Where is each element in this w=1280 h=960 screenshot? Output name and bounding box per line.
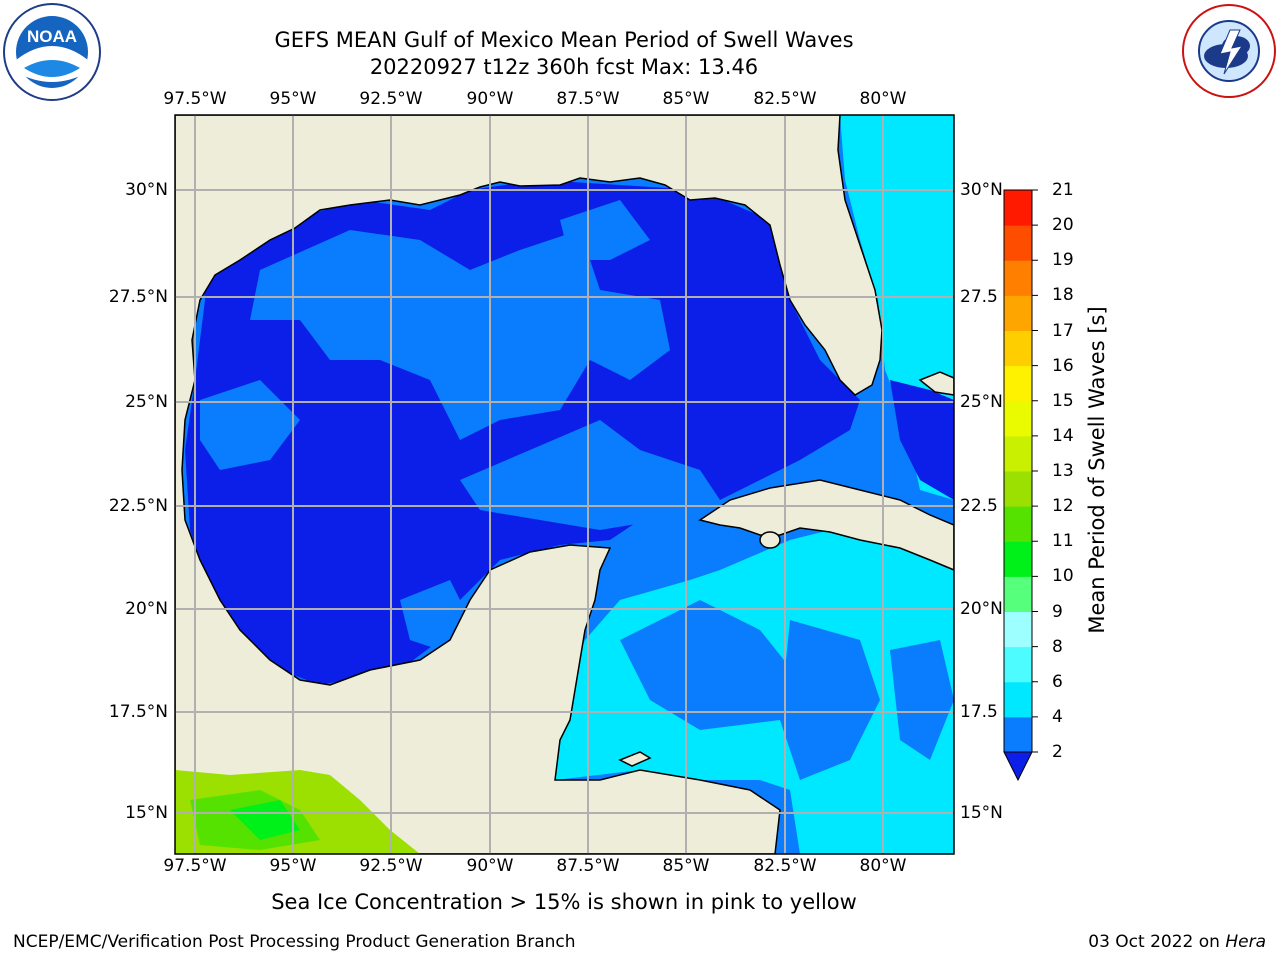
lat-tick-label-left: 17.5°N xyxy=(108,702,168,722)
svg-text:NOAA: NOAA xyxy=(27,27,77,46)
lon-tick-label-bot: 85°W xyxy=(662,856,710,876)
credit-date-text: 03 Oct 2022 on xyxy=(1088,932,1226,952)
lat-tick-label-right: 20°N xyxy=(960,599,1003,619)
lat-tick-label-left: 20°N xyxy=(125,599,168,619)
chart-title: GEFS MEAN Gulf of Mexico Mean Period of … xyxy=(274,28,854,52)
colorbar-tick-label: 4 xyxy=(1052,706,1063,727)
colorbar-tick-label: 6 xyxy=(1052,671,1063,692)
lat-tick-label-right: 15°N xyxy=(960,803,1003,823)
credit-branch: NCEP/EMC/Verification Post Processing Pr… xyxy=(13,932,576,952)
lon-tick-label-bot: 87.5°W xyxy=(556,856,620,876)
colorbar-tick-label: 17 xyxy=(1052,320,1074,341)
map-grid xyxy=(175,115,954,854)
lat-tick-label-left: 30°N xyxy=(125,180,168,200)
colorbar-tick-label: 8 xyxy=(1052,636,1063,657)
lat-tick-label-left: 15°N xyxy=(125,803,168,823)
lon-tick-label-bot: 80°W xyxy=(859,856,907,876)
lon-tick-label-top: 97.5°W xyxy=(163,89,227,109)
lon-tick-label-top: 87.5°W xyxy=(556,89,620,109)
colorbar-segment xyxy=(1004,576,1032,612)
colorbar-segment xyxy=(1004,400,1032,437)
credit-machine: Hera xyxy=(1225,932,1266,952)
colorbar-tick-label: 2 xyxy=(1052,742,1063,762)
colorbar-tick-label: 14 xyxy=(1052,425,1074,446)
map-frame xyxy=(174,114,955,855)
lat-tick-label-right: 30°N xyxy=(960,180,1003,200)
colorbar-tick-label: 13 xyxy=(1052,461,1074,481)
colorbar-min-extend xyxy=(1003,751,1033,782)
colorbar-tick-label: 11 xyxy=(1052,531,1074,552)
colorbar-segment xyxy=(1004,260,1032,296)
lon-tick-label-bot: 90°W xyxy=(466,856,514,876)
colorbar-segment xyxy=(1004,681,1032,718)
lon-tick-label-top: 95°W xyxy=(269,89,317,109)
lon-tick-label-top: 80°W xyxy=(859,89,907,109)
credit-date: 03 Oct 2022 on Hera xyxy=(1088,932,1266,952)
lon-tick-label-bot: 97.5°W xyxy=(163,856,227,876)
sea-ice-note: Sea Ice Concentration > 15% is shown in … xyxy=(271,890,857,914)
colorbar-segment xyxy=(1004,190,1032,226)
colorbar-tick-label: 15 xyxy=(1052,390,1074,411)
colorbar-segment xyxy=(1004,646,1032,683)
lat-tick-label-left: 22.5°N xyxy=(108,496,168,516)
lat-tick-label-right: 25°N xyxy=(960,392,1003,412)
lon-tick-label-top: 85°W xyxy=(662,89,710,109)
lon-tick-label-bot: 92.5°W xyxy=(359,856,423,876)
colorbar-tick-label: 21 xyxy=(1052,180,1074,200)
colorbar-tick-label: 9 xyxy=(1052,601,1063,622)
colorbar-segment xyxy=(1004,365,1032,402)
colorbar xyxy=(1003,189,1038,782)
noaa-logo-icon: NOAA xyxy=(3,3,101,101)
lon-tick-label-top: 82.5°W xyxy=(753,89,817,109)
lat-tick-label-right: 17.5 xyxy=(960,702,998,722)
cuba-land xyxy=(698,479,954,571)
gulf-interior-patches xyxy=(200,200,720,650)
nws-logo-icon xyxy=(1182,4,1276,98)
colorbar-tick-label: 12 xyxy=(1052,496,1074,517)
colorbar-tick-label: 19 xyxy=(1052,250,1074,271)
colorbar-segment xyxy=(1004,435,1032,472)
colorbar-label: Mean Period of Swell Waves [s] xyxy=(1085,306,1109,634)
lon-tick-label-top: 92.5°W xyxy=(359,89,423,109)
caribbean-interior-patches xyxy=(620,600,954,780)
chart-subtitle: 20220927 t12z 360h fcst Max: 13.46 xyxy=(369,55,759,79)
colorbar-segment xyxy=(1004,225,1032,261)
colorbar-segment xyxy=(1004,295,1032,331)
colorbar-tick-label: 10 xyxy=(1052,566,1074,587)
colorbar-segment xyxy=(1004,541,1032,577)
florida-keys-channel xyxy=(890,380,954,500)
lat-tick-label-right: 22.5 xyxy=(960,496,998,516)
colorbar-segment xyxy=(1004,506,1032,542)
colorbar-segment xyxy=(1004,611,1032,648)
lat-tick-label-left: 27.5°N xyxy=(108,287,168,307)
lon-tick-label-top: 90°W xyxy=(466,89,514,109)
colorbar-tick-label: 20 xyxy=(1052,215,1074,236)
lat-tick-label-left: 25°N xyxy=(125,392,168,412)
lon-tick-label-bot: 82.5°W xyxy=(753,856,817,876)
colorbar-segment xyxy=(1004,716,1032,753)
colorbar-segment xyxy=(1004,330,1032,367)
lat-tick-label-right: 27.5 xyxy=(960,287,998,307)
colorbar-tick-label: 16 xyxy=(1052,355,1074,376)
lon-tick-label-bot: 95°W xyxy=(269,856,317,876)
colorbar-tick-label: 18 xyxy=(1052,285,1074,306)
colorbar-segment xyxy=(1004,471,1032,507)
